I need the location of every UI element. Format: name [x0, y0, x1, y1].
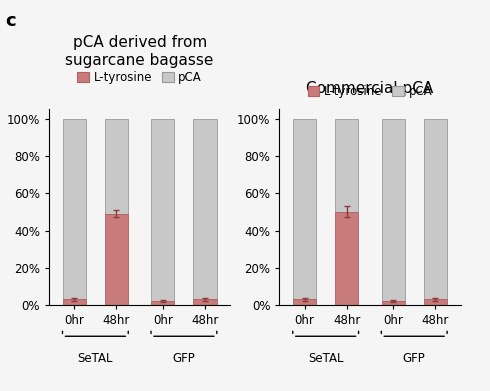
- Bar: [424, 300, 447, 305]
- Bar: [382, 119, 405, 301]
- Bar: [194, 300, 217, 305]
- Bar: [335, 119, 358, 212]
- Bar: [382, 301, 405, 305]
- Text: SeTAL: SeTAL: [308, 352, 343, 365]
- Bar: [151, 301, 174, 305]
- Bar: [151, 119, 174, 301]
- Text: SeTAL: SeTAL: [77, 352, 113, 365]
- Bar: [293, 300, 316, 305]
- Legend: L-tyrosine, pCA: L-tyrosine, pCA: [73, 66, 207, 89]
- Bar: [293, 119, 316, 300]
- Bar: [105, 119, 128, 214]
- Text: GFP: GFP: [172, 352, 196, 365]
- Y-axis label: Molar Fraction: Molar Fraction: [0, 163, 1, 251]
- Title: pCA derived from
sugarcane bagasse: pCA derived from sugarcane bagasse: [66, 36, 214, 68]
- Bar: [63, 119, 86, 300]
- Bar: [194, 119, 217, 300]
- Legend: L-tyrosine, pCA: L-tyrosine, pCA: [303, 80, 437, 102]
- Bar: [105, 214, 128, 305]
- Bar: [424, 119, 447, 300]
- Text: c: c: [5, 12, 16, 30]
- Title: Commercial pCA: Commercial pCA: [306, 81, 434, 95]
- Bar: [63, 300, 86, 305]
- Bar: [335, 212, 358, 305]
- Text: GFP: GFP: [403, 352, 426, 365]
